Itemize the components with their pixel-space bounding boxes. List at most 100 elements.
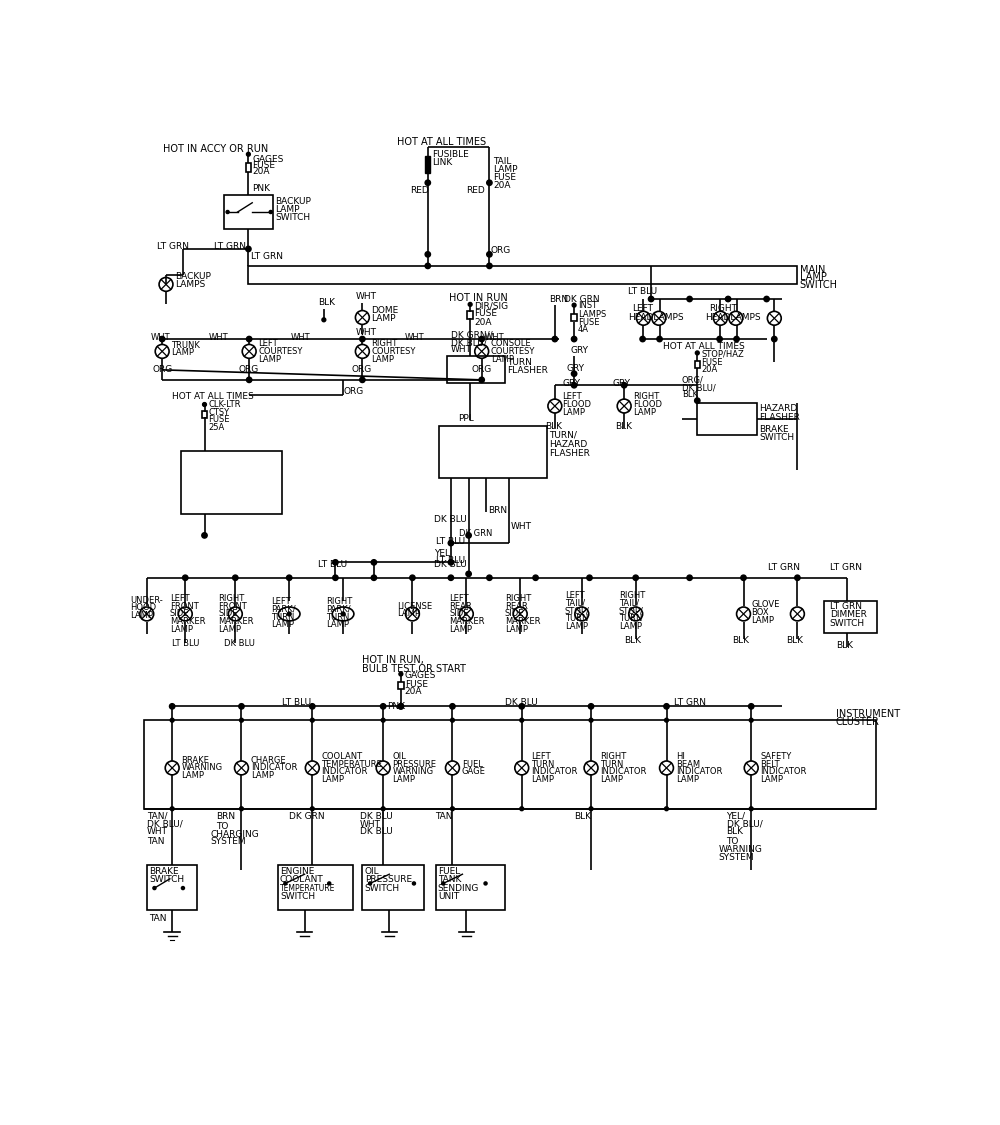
Text: BLK: BLK <box>727 827 744 836</box>
Circle shape <box>153 886 156 890</box>
Text: 20A: 20A <box>474 318 492 327</box>
Bar <box>439 426 547 478</box>
Text: LAMP: LAMP <box>565 622 588 631</box>
Text: DK BLU/: DK BLU/ <box>147 820 182 829</box>
Text: TANK: TANK <box>438 875 461 884</box>
Circle shape <box>695 351 699 354</box>
Text: LAMP: LAMP <box>676 775 699 784</box>
Text: LEFT: LEFT <box>449 594 469 603</box>
Text: FUSE: FUSE <box>208 415 230 424</box>
Circle shape <box>369 882 372 885</box>
Text: TAN: TAN <box>147 837 164 846</box>
Text: DOME: DOME <box>372 306 399 315</box>
Text: MAIN: MAIN <box>800 264 825 274</box>
Text: RED: RED <box>466 186 485 195</box>
Circle shape <box>487 575 492 580</box>
Text: GAGE: GAGE <box>462 767 486 776</box>
Circle shape <box>246 377 252 382</box>
Text: 20A: 20A <box>701 366 717 375</box>
Text: WARNING: WARNING <box>392 767 434 776</box>
Circle shape <box>451 807 454 811</box>
Text: FLASHER: FLASHER <box>759 413 800 422</box>
Circle shape <box>360 377 365 382</box>
Text: CHARGING: CHARGING <box>211 829 259 838</box>
Circle shape <box>371 559 377 565</box>
Circle shape <box>410 575 415 580</box>
Text: LAMP: LAMP <box>760 775 783 784</box>
Text: BRN: BRN <box>216 812 235 821</box>
Text: LT BLU: LT BLU <box>282 698 311 706</box>
Text: BRAKE: BRAKE <box>181 756 209 765</box>
Circle shape <box>448 540 454 546</box>
Text: LAMP: LAMP <box>372 314 396 323</box>
Text: DK BLU/: DK BLU/ <box>682 382 716 391</box>
Text: HOOD: HOOD <box>130 603 156 612</box>
Text: SWITCH: SWITCH <box>149 875 184 884</box>
Circle shape <box>479 336 484 342</box>
Circle shape <box>284 882 287 885</box>
Text: LAMP: LAMP <box>633 407 656 416</box>
Text: FUSIBLE: FUSIBLE <box>432 150 469 159</box>
Text: CLK-LTR: CLK-LTR <box>208 400 241 410</box>
Text: DIMMER: DIMMER <box>830 610 867 619</box>
Text: SAFETY: SAFETY <box>760 752 792 760</box>
Text: LAMP: LAMP <box>275 205 300 214</box>
Text: RIGHT: RIGHT <box>633 393 660 402</box>
Text: LAMP: LAMP <box>372 354 395 363</box>
Text: RED: RED <box>410 186 429 195</box>
Text: SYSTEM: SYSTEM <box>211 837 246 846</box>
Circle shape <box>664 703 669 709</box>
Circle shape <box>425 252 430 256</box>
Text: BACKUP: BACKUP <box>275 198 311 207</box>
Text: TURN: TURN <box>531 759 554 768</box>
Circle shape <box>333 575 338 580</box>
Text: MARKER: MARKER <box>170 618 205 627</box>
Text: GRY: GRY <box>613 379 631 388</box>
Circle shape <box>310 703 315 709</box>
Text: TURN: TURN <box>507 358 532 367</box>
Text: LEFT: LEFT <box>271 597 291 606</box>
Text: HOT IN RUN: HOT IN RUN <box>449 294 508 304</box>
Text: FUEL: FUEL <box>438 866 460 875</box>
Text: TURN: TURN <box>326 612 350 621</box>
Text: WHT: WHT <box>360 820 381 829</box>
Text: DK BLU: DK BLU <box>360 812 393 821</box>
Bar <box>144 720 876 809</box>
Text: BELT: BELT <box>760 759 780 768</box>
Text: LAMPS: LAMPS <box>175 280 205 289</box>
Text: FLOOD: FLOOD <box>563 400 592 410</box>
Text: WHT: WHT <box>451 345 472 354</box>
Circle shape <box>657 336 662 342</box>
Text: BLK: BLK <box>318 298 335 307</box>
Circle shape <box>398 703 404 709</box>
Circle shape <box>487 263 492 269</box>
Text: COOLANT: COOLANT <box>322 752 363 760</box>
Bar <box>436 865 505 910</box>
Text: TAIL/: TAIL/ <box>619 598 639 608</box>
Circle shape <box>412 882 415 885</box>
Text: BOX: BOX <box>751 608 769 616</box>
Circle shape <box>741 575 746 580</box>
Circle shape <box>571 336 577 342</box>
Circle shape <box>170 807 174 811</box>
Text: DK BLU: DK BLU <box>505 698 538 706</box>
Text: ORG: ORG <box>352 366 372 375</box>
Text: SWITCH: SWITCH <box>830 619 865 628</box>
Text: LT GRN: LT GRN <box>214 242 246 251</box>
Text: FRONT: FRONT <box>170 602 199 611</box>
Text: GRY: GRY <box>566 363 584 372</box>
Circle shape <box>310 718 314 722</box>
Circle shape <box>333 559 338 565</box>
Circle shape <box>520 807 524 811</box>
Circle shape <box>749 807 753 811</box>
Text: SENDING: SENDING <box>438 883 479 892</box>
Circle shape <box>665 718 668 722</box>
Text: LT BLU: LT BLU <box>628 287 657 296</box>
Bar <box>248 266 797 284</box>
Text: TAIL: TAIL <box>493 158 512 166</box>
Circle shape <box>246 336 252 342</box>
Text: LAMP: LAMP <box>531 775 554 784</box>
Circle shape <box>695 398 700 404</box>
Text: LT GRN: LT GRN <box>157 242 189 251</box>
Text: FLASHER: FLASHER <box>507 366 548 375</box>
